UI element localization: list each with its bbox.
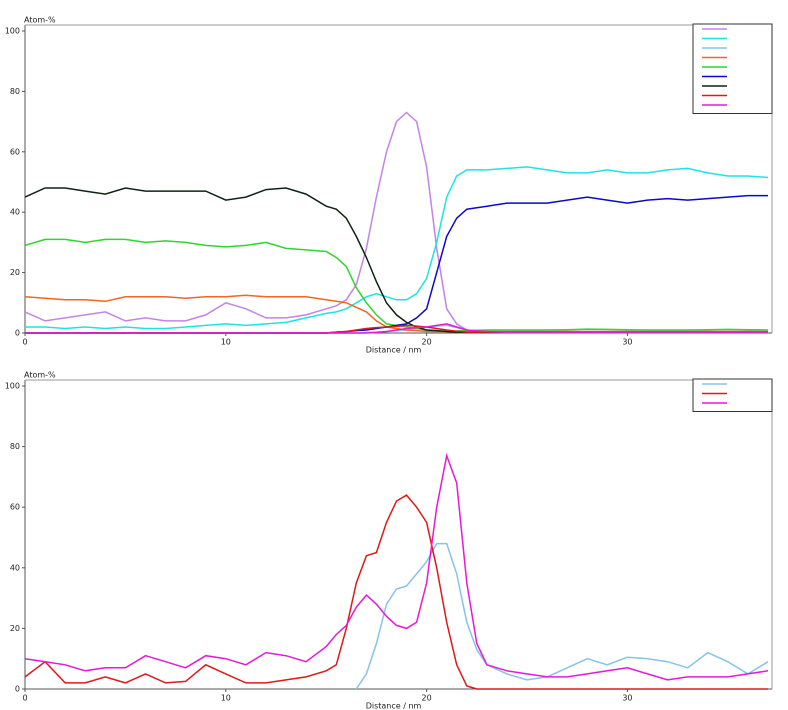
data-line: [355, 542, 769, 690]
y-tick-label: 80: [10, 442, 20, 451]
y-tick-label: 60: [10, 503, 20, 512]
x-tick-label: 20: [422, 338, 432, 347]
legend-box: [692, 378, 773, 412]
x-tick-label: 30: [622, 338, 632, 347]
x-tick-label: 0: [22, 694, 27, 703]
x-tick-label: 20: [422, 694, 432, 703]
data-line: [25, 166, 769, 330]
y-tick-label: 0: [15, 685, 20, 694]
y-tick-label: 60: [10, 147, 20, 156]
data-line: [24, 187, 768, 334]
y-tick-label: 20: [10, 268, 20, 277]
y-tick-label: 20: [10, 624, 20, 633]
data-line: [25, 194, 768, 334]
y-tick-label: 80: [10, 87, 20, 96]
legend-box: [692, 23, 773, 114]
data-line: [24, 494, 768, 690]
y-tick-label: 100: [5, 27, 20, 36]
y-axis-label: Atom-%: [24, 371, 56, 380]
y-axis-label: Atom-%: [24, 16, 56, 25]
y-tick-label: 40: [10, 563, 20, 572]
x-tick-label: 10: [221, 338, 231, 347]
x-axis-label: Distance / nm: [366, 702, 422, 710]
y-tick-label: 40: [10, 208, 20, 217]
y-tick-label: 0: [15, 329, 20, 338]
x-axis-label: Distance / nm: [366, 346, 422, 355]
data-line: [25, 323, 768, 334]
x-tick-label: 30: [622, 694, 632, 703]
x-tick-label: 10: [221, 694, 231, 703]
y-tick-label: 100: [5, 382, 20, 391]
data-line: [24, 452, 769, 681]
data-line: [24, 238, 769, 333]
x-tick-label: 0: [22, 338, 27, 347]
